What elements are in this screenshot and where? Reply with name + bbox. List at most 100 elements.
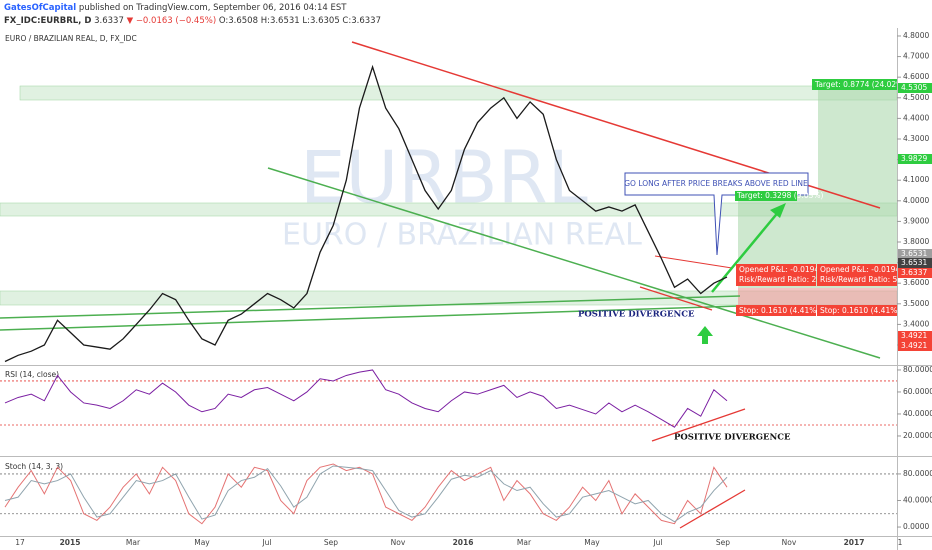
price-label-box — [898, 249, 932, 259]
y-tick-label: 40.0000 — [903, 409, 932, 418]
price-label: 3.4921 — [901, 341, 927, 350]
price-label: 3.4921 — [901, 331, 927, 340]
series-line — [4, 64, 728, 363]
trend-line — [654, 255, 733, 269]
symbol: FX_IDC:EURBRL, D — [4, 16, 92, 26]
y-tick-label: 4.5000 — [903, 93, 929, 102]
divergence-label: POSITIVE DIVERGENCE — [578, 310, 695, 320]
y-tick-label: 3.8000 — [903, 237, 929, 246]
y-tick-label: 3.5000 — [903, 299, 929, 308]
pnl-box — [817, 264, 897, 286]
stop-box — [736, 305, 816, 316]
x-tick-label: 2016 — [453, 538, 474, 547]
price-label-box — [898, 331, 932, 341]
trend-line — [0, 305, 741, 331]
zone — [0, 202, 897, 217]
watermark-sub: EURO / BRAZILIAN REAL — [282, 218, 642, 253]
x-tick-label: May — [194, 538, 210, 547]
price-label-box — [898, 268, 932, 278]
target-area — [818, 88, 897, 288]
series-line — [4, 465, 728, 523]
panel-title: Stoch (14, 3, 3) — [5, 462, 63, 471]
y-tick-label: 3.4000 — [903, 319, 929, 328]
target-text: Target: 0.3298 (9.03%) — [736, 191, 823, 200]
stop-text: Stop: 0.1610 (4.41%) — [739, 306, 819, 315]
last: 3.6337 — [94, 16, 124, 26]
y-tick-label: 40.0000 — [903, 495, 932, 504]
x-tick-label: 17 — [15, 538, 25, 547]
arrow: ▼ — [126, 16, 134, 26]
y-tick-label: 20.0000 — [903, 431, 932, 440]
y-tick-label: 3.6000 — [903, 278, 929, 287]
stop-area — [818, 288, 897, 310]
y-tick-label: 0.0000 — [903, 522, 929, 531]
price-label: 3.6531 — [901, 258, 927, 267]
target-box — [735, 191, 797, 201]
price-label-box — [898, 83, 932, 93]
x-tick-label: Mar — [517, 538, 532, 547]
pnl-box — [736, 264, 816, 286]
header-line: GatesOfCapital published on TradingView.… — [4, 2, 381, 15]
y-tick-label: 4.7000 — [903, 52, 929, 61]
zone — [19, 85, 897, 101]
panel-title: RSI (14, close) — [5, 370, 59, 379]
callout-text: GO LONG AFTER PRICE BREAKS ABOVE RED LIN… — [624, 179, 808, 188]
price-label-box — [898, 154, 932, 164]
up-arrow — [697, 326, 713, 344]
y-tick-label: 4.8000 — [903, 31, 929, 40]
y-tick-label: 60.0000 — [903, 387, 932, 396]
price-label-box — [898, 341, 932, 351]
header-line: FX_IDC:EURBRL, D 3.6337 ▼ −0.0163 (−0.45… — [4, 15, 381, 28]
x-tick-label: Sep — [324, 538, 338, 547]
target-box — [812, 79, 897, 90]
stop-text: Stop: 0.1610 (4.41%) — [820, 306, 900, 315]
x-tick-label: 2015 — [60, 538, 81, 547]
y-tick-label: 3.9000 — [903, 216, 929, 225]
x-tick-label: Jul — [652, 538, 662, 547]
header: GatesOfCapital published on TradingView.… — [4, 2, 381, 28]
x-tick-label: Jul — [261, 538, 271, 547]
y-tick-label: 80.0000 — [903, 365, 932, 374]
ohlc: O:3.6508 H:3.6531 L:3.6305 C:3.6337 — [218, 16, 381, 26]
price-label: 3.6531 — [901, 249, 927, 258]
y-tick-label: 4.0000 — [903, 196, 929, 205]
change: −0.0163 (−0.45%) — [135, 16, 217, 26]
x-tick-label: Mar — [126, 538, 141, 547]
author: GatesOfCapital — [4, 3, 77, 13]
y-tick-label: 4.4000 — [903, 113, 929, 122]
rr-text: Risk/Reward Ratio: 2.4 — [739, 275, 824, 284]
panel-title: EURO / BRAZILIAN REAL, D, FX_IDC — [5, 34, 137, 43]
series-line — [4, 369, 728, 428]
published: published on TradingView.com, September … — [78, 3, 347, 13]
x-tick-label: 1 — [898, 538, 903, 547]
x-tick-label: May — [584, 538, 600, 547]
trend-line — [679, 489, 746, 529]
price-label-box — [898, 258, 932, 268]
y-tick-label: 4.1000 — [903, 175, 929, 184]
y-tick-label: 80.0000 — [903, 469, 932, 478]
x-tick-label: Sep — [716, 538, 730, 547]
arrow-head — [770, 203, 786, 218]
x-tick-label: 2017 — [844, 538, 865, 547]
pnl-text: Opened P&L: -0.0194 — [739, 265, 819, 274]
price-label: 3.9829 — [901, 154, 927, 163]
rr-text: Risk/Reward Ratio: 5.4 — [820, 275, 905, 284]
price-label: 3.6337 — [901, 268, 927, 277]
trend-line — [267, 167, 881, 359]
stop-box — [817, 305, 897, 316]
position-labels: Target: 0.8774 (24.02%) Target: 0.3298 (… — [735, 79, 906, 316]
series-line — [4, 463, 728, 525]
stop-area — [738, 288, 818, 310]
x-tick-label: Nov — [782, 538, 797, 547]
trend-line — [0, 295, 741, 319]
pnl-text: Opened P&L: -0.0194 — [820, 265, 900, 274]
trend-line — [651, 408, 746, 442]
price-label: 4.5305 — [901, 83, 927, 92]
y-tick-label: 4.6000 — [903, 72, 929, 81]
trend-line — [639, 286, 713, 311]
divergence-label: POSITIVE DIVERGENCE — [674, 433, 791, 443]
target-text: Target: 0.8774 (24.02%) — [814, 80, 906, 89]
y-tick-label: 4.3000 — [903, 134, 929, 143]
